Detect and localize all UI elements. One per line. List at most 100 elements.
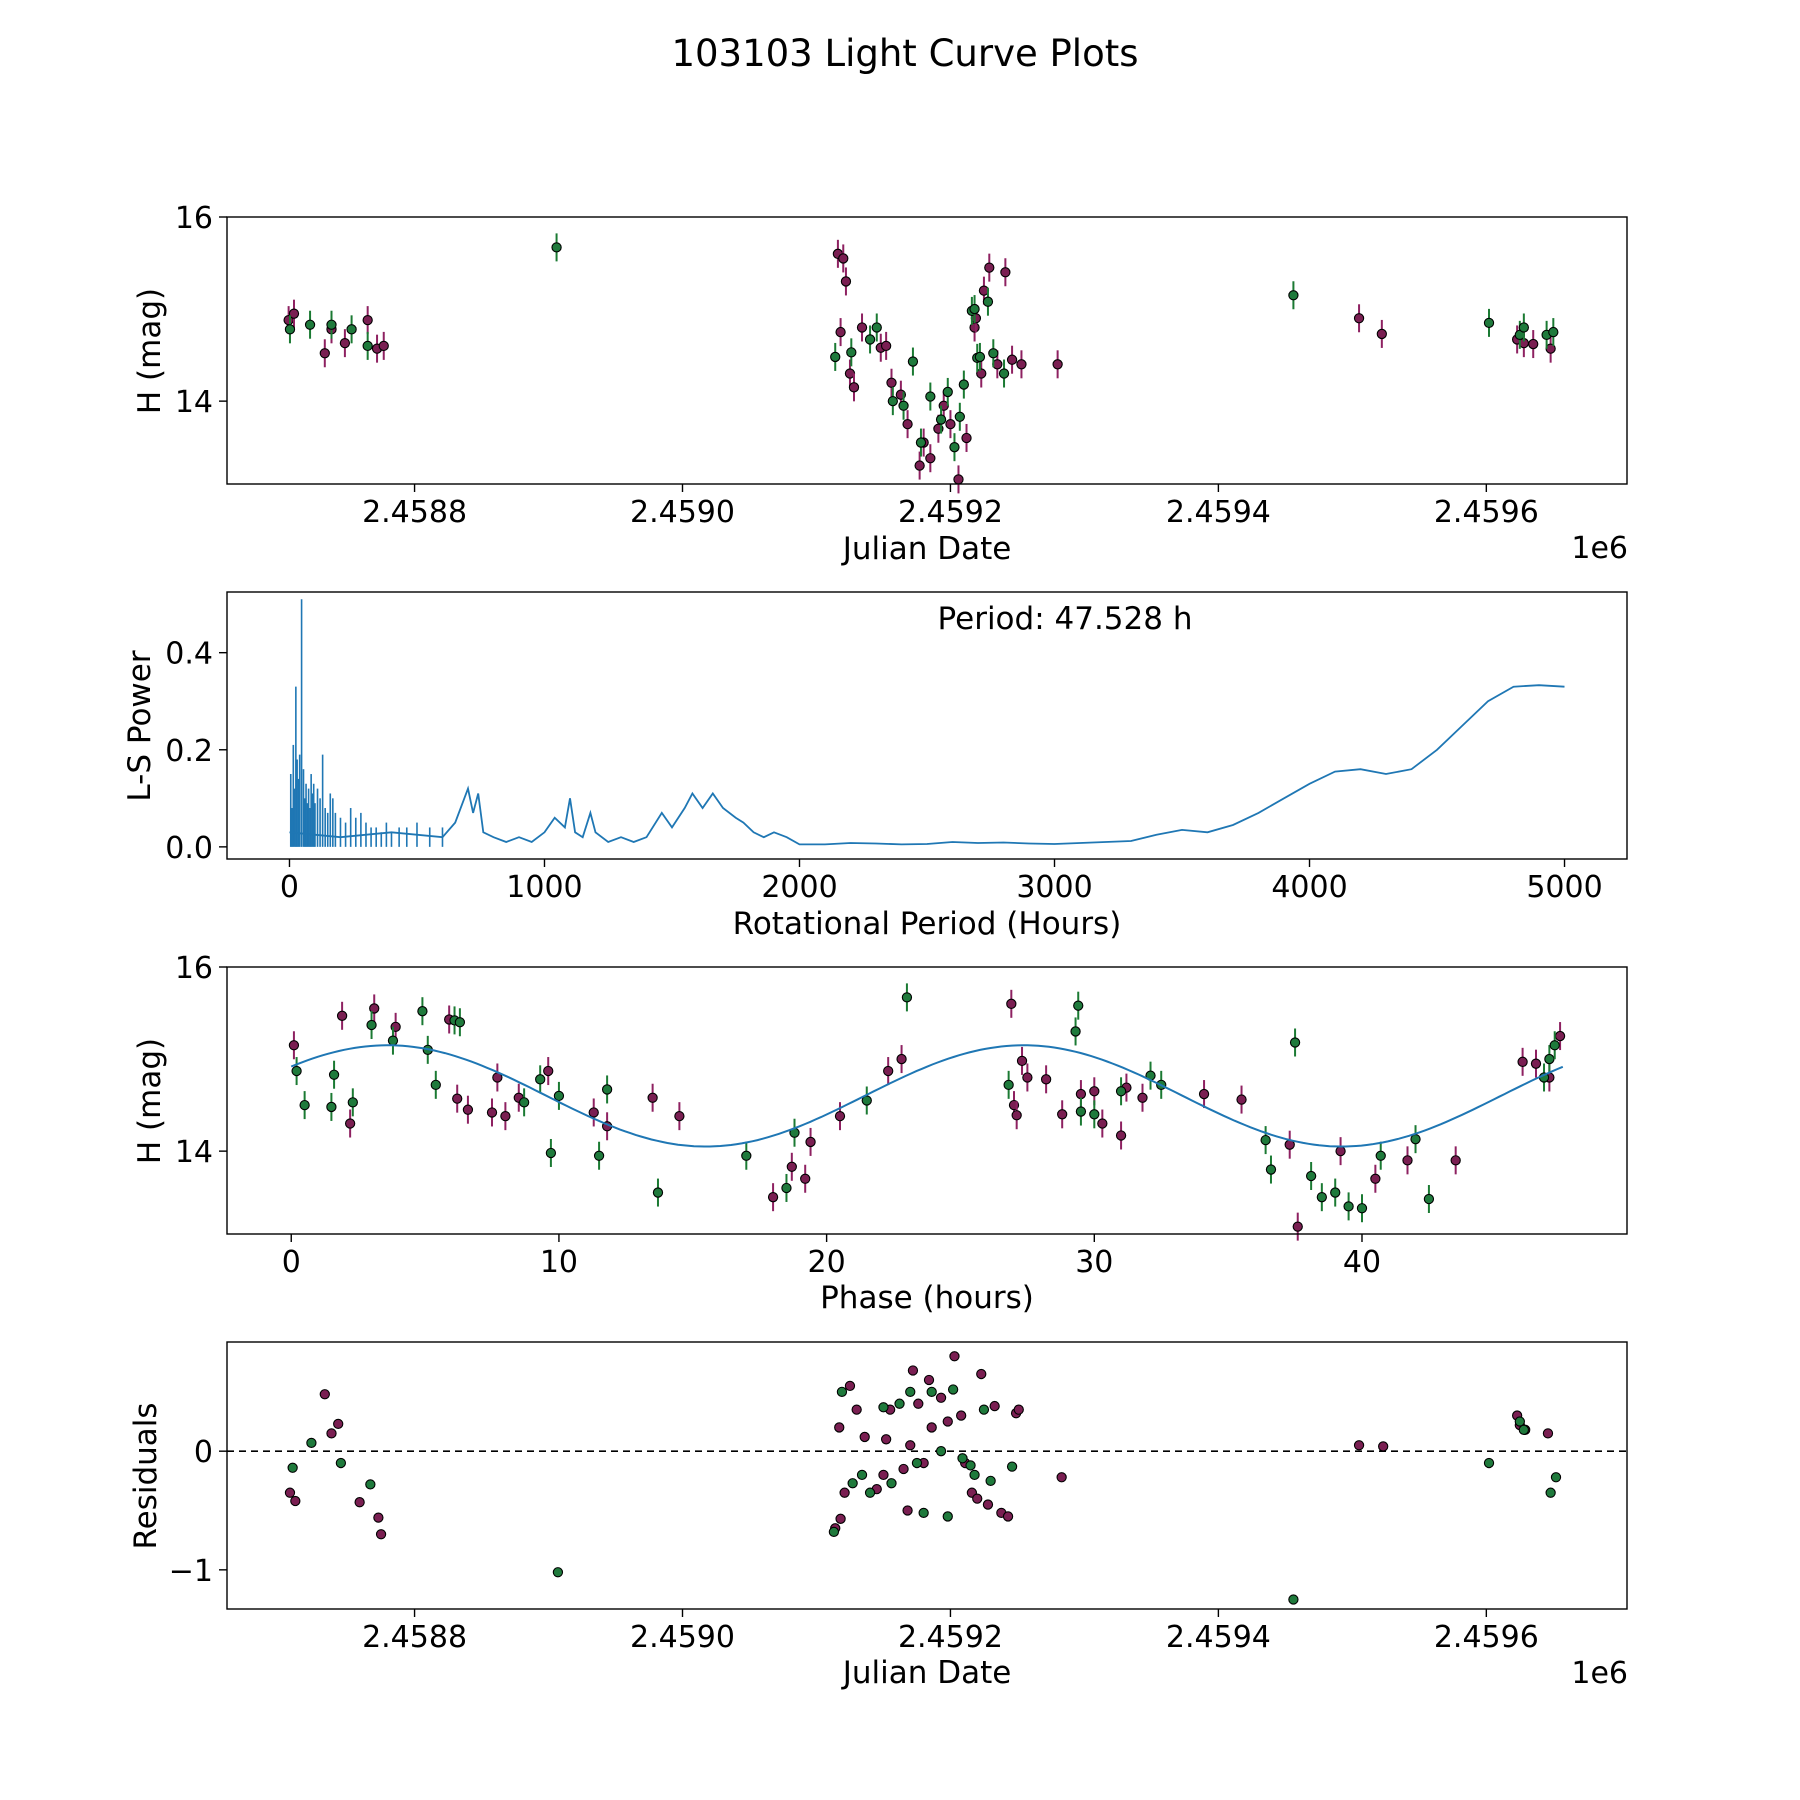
lightcurve-ytick-label: 16 xyxy=(175,201,213,236)
phased-point-c xyxy=(781,1182,792,1194)
lightcurve-xtick-label: 2.4592 xyxy=(898,495,1003,530)
residuals-axes-frame xyxy=(226,1341,1628,1610)
residuals-xtick-label: 2.4594 xyxy=(1166,1620,1271,1655)
phased-point-o xyxy=(500,1111,511,1122)
phased-point-c xyxy=(1316,1192,1327,1203)
phased-point-c xyxy=(417,1006,428,1017)
phased-point-o xyxy=(1450,1155,1461,1166)
periodogram-plot-area xyxy=(289,599,1565,847)
phased-point-c xyxy=(652,1187,664,1198)
phased-point-c xyxy=(1330,1187,1341,1198)
residuals-point-c xyxy=(894,1398,905,1409)
lightcurve-point-o xyxy=(1528,338,1539,350)
phased-point-c xyxy=(1003,1079,1014,1090)
lightcurve-plot-area xyxy=(283,233,1559,494)
phased-plot-area xyxy=(288,983,1566,1241)
lightcurve-point-c xyxy=(362,340,373,352)
phased-point-c xyxy=(518,1097,530,1108)
residuals-plot-area xyxy=(227,1351,1627,1605)
lightcurve-point-o xyxy=(288,308,300,319)
lightcurve-point-c xyxy=(830,351,841,363)
lightcurve-xtick-label: 2.4596 xyxy=(1434,495,1539,530)
residuals-point-c xyxy=(886,1478,897,1489)
lightcurve-ytick-label: 14 xyxy=(175,385,213,420)
residuals-point-o xyxy=(926,1422,937,1433)
phased-point-o xyxy=(1089,1086,1100,1097)
lightcurve-point-c xyxy=(326,319,337,330)
lightcurve-point-o xyxy=(1376,328,1387,340)
phased-point-o xyxy=(883,1065,894,1077)
residuals-xtick-label: 2.4590 xyxy=(630,1620,735,1655)
periodogram-xtick-label: 0 xyxy=(280,870,299,905)
phased-point-o xyxy=(344,1118,356,1129)
lightcurve-point-o xyxy=(984,262,995,273)
lightcurve-point-c xyxy=(935,414,947,425)
residuals-point-c xyxy=(947,1384,959,1395)
phased-point-o xyxy=(1115,1130,1127,1141)
lightcurve-point-c xyxy=(915,437,927,448)
phased-point-o xyxy=(1022,1072,1033,1083)
phased-point-o xyxy=(288,1040,300,1051)
periodogram-ytick-label: 0.0 xyxy=(165,831,213,866)
residuals-point-o xyxy=(907,1365,919,1376)
lightcurve-point-c xyxy=(346,324,357,335)
lightcurve-point-c xyxy=(982,296,994,307)
residuals-point-o xyxy=(976,1368,987,1380)
lightcurve-point-c xyxy=(887,395,898,407)
phased-point-o xyxy=(1137,1092,1148,1103)
phased-point-c xyxy=(1544,1053,1555,1065)
phased-point-c xyxy=(553,1090,565,1102)
lightcurve-point-c xyxy=(1518,322,1529,333)
phased-point-c xyxy=(1289,1037,1301,1048)
lightcurve-point-o xyxy=(953,474,964,485)
phased-ylabel: H (mag) xyxy=(132,1038,168,1164)
residuals-point-o xyxy=(859,1431,870,1443)
phased-point-o xyxy=(1292,1221,1303,1232)
residuals-point-o xyxy=(1013,1404,1024,1415)
phased-point-c xyxy=(387,1035,399,1046)
phased-point-o xyxy=(1370,1173,1381,1184)
residuals-point-c xyxy=(828,1526,840,1538)
phased-point-o xyxy=(543,1065,554,1077)
figure-title: 103103 Light Curve Plots xyxy=(671,32,1138,75)
phased-point-c xyxy=(1410,1134,1421,1145)
phased-point-o xyxy=(1530,1058,1542,1069)
lightcurve-point-c xyxy=(871,322,882,333)
periodogram-xlabel: Rotational Period (Hours) xyxy=(733,906,1122,942)
phased-point-c xyxy=(1075,1106,1087,1117)
residuals-offset-label: 1e6 xyxy=(1571,1656,1628,1691)
residuals-point-o xyxy=(333,1418,344,1430)
phased-point-c xyxy=(1070,1026,1081,1037)
lightcurve-point-o xyxy=(838,253,849,264)
lightcurve-point-o xyxy=(339,337,351,349)
residuals-xlabel: Julian Date xyxy=(841,1655,1012,1691)
phased-point-o xyxy=(1006,998,1017,1009)
lightcurve-point-o xyxy=(880,340,892,352)
lightcurve-point-c xyxy=(942,386,953,398)
phased-point-c xyxy=(1305,1170,1317,1182)
lightcurve-xtick-label: 2.4588 xyxy=(362,495,467,530)
residuals-point-o xyxy=(1002,1511,1014,1522)
lightcurve-point-o xyxy=(848,382,860,393)
residuals-point-o xyxy=(905,1440,916,1451)
residuals-point-o xyxy=(902,1505,913,1516)
lightcurve-point-c xyxy=(949,442,960,453)
residuals-point-c xyxy=(847,1478,858,1489)
residuals-point-c xyxy=(918,1507,929,1519)
lightcurve-point-c xyxy=(907,356,919,367)
phased-xtick-label: 10 xyxy=(540,1245,578,1280)
residuals-panel: Julian Date Residuals 1e6 2.4588 2.4590 2.… xyxy=(128,1341,1628,1691)
lightcurve-point-c xyxy=(974,351,986,363)
residuals-point-o xyxy=(982,1499,994,1510)
residuals-point-o xyxy=(942,1416,953,1427)
lightcurve-point-o xyxy=(886,377,897,388)
residuals-point-o xyxy=(284,1487,296,1498)
residuals-point-c xyxy=(836,1386,848,1397)
phased-point-o xyxy=(1198,1088,1210,1100)
residuals-point-o xyxy=(354,1497,365,1508)
residuals-point-c xyxy=(365,1479,376,1490)
phased-point-c xyxy=(347,1097,358,1108)
lightcurve-point-o xyxy=(976,368,987,379)
residuals-point-o xyxy=(375,1529,387,1540)
